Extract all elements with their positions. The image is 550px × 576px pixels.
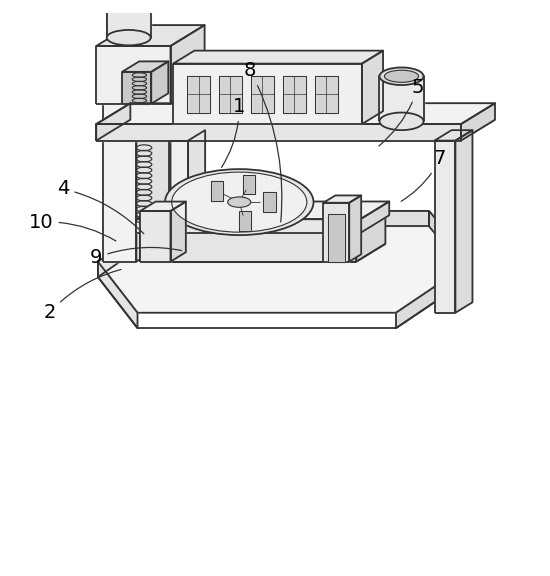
Polygon shape [455,130,472,313]
Polygon shape [107,0,151,37]
Ellipse shape [379,112,424,130]
Polygon shape [243,175,255,195]
Polygon shape [169,141,188,262]
Text: 5: 5 [379,78,424,146]
Polygon shape [140,215,169,262]
Polygon shape [188,130,205,262]
Polygon shape [323,195,361,203]
Polygon shape [173,63,362,124]
Polygon shape [219,75,242,113]
Polygon shape [362,51,383,124]
Polygon shape [429,211,472,277]
Text: 8: 8 [244,61,282,222]
Polygon shape [103,104,136,262]
Polygon shape [323,203,349,262]
Polygon shape [98,211,472,313]
Polygon shape [170,211,429,226]
Text: 2: 2 [43,270,121,322]
Polygon shape [140,202,186,211]
Polygon shape [96,124,461,141]
Polygon shape [434,130,472,141]
Polygon shape [96,103,495,124]
Text: 1: 1 [222,97,245,168]
Polygon shape [103,83,170,104]
Polygon shape [356,215,386,262]
Polygon shape [140,211,170,262]
Text: 4: 4 [57,180,144,234]
Ellipse shape [107,0,151,2]
Polygon shape [328,214,345,262]
Polygon shape [239,211,251,232]
Polygon shape [173,51,383,63]
Ellipse shape [228,197,251,207]
Polygon shape [349,195,361,262]
Ellipse shape [172,172,307,232]
Polygon shape [151,62,168,104]
Polygon shape [96,103,130,141]
Text: 7: 7 [401,149,446,202]
Text: 10: 10 [29,213,116,241]
Polygon shape [96,25,205,46]
Polygon shape [140,233,356,262]
Polygon shape [140,215,386,233]
Polygon shape [263,192,276,212]
Polygon shape [170,25,205,104]
Text: 9: 9 [90,248,182,267]
Polygon shape [136,202,389,219]
Polygon shape [360,202,389,233]
Polygon shape [122,62,168,72]
Polygon shape [211,181,223,201]
Polygon shape [461,103,495,141]
Polygon shape [122,72,151,104]
Polygon shape [396,262,472,328]
Polygon shape [283,75,306,113]
Ellipse shape [107,30,151,46]
Polygon shape [434,141,455,313]
Polygon shape [136,219,360,233]
Polygon shape [187,75,210,113]
Polygon shape [170,202,186,262]
Ellipse shape [165,169,314,235]
Ellipse shape [379,67,424,85]
Polygon shape [251,75,274,113]
Polygon shape [98,211,170,277]
Polygon shape [379,76,424,122]
Polygon shape [315,75,338,113]
Polygon shape [136,83,170,262]
Polygon shape [96,46,170,104]
Polygon shape [98,262,138,328]
Ellipse shape [384,70,419,82]
